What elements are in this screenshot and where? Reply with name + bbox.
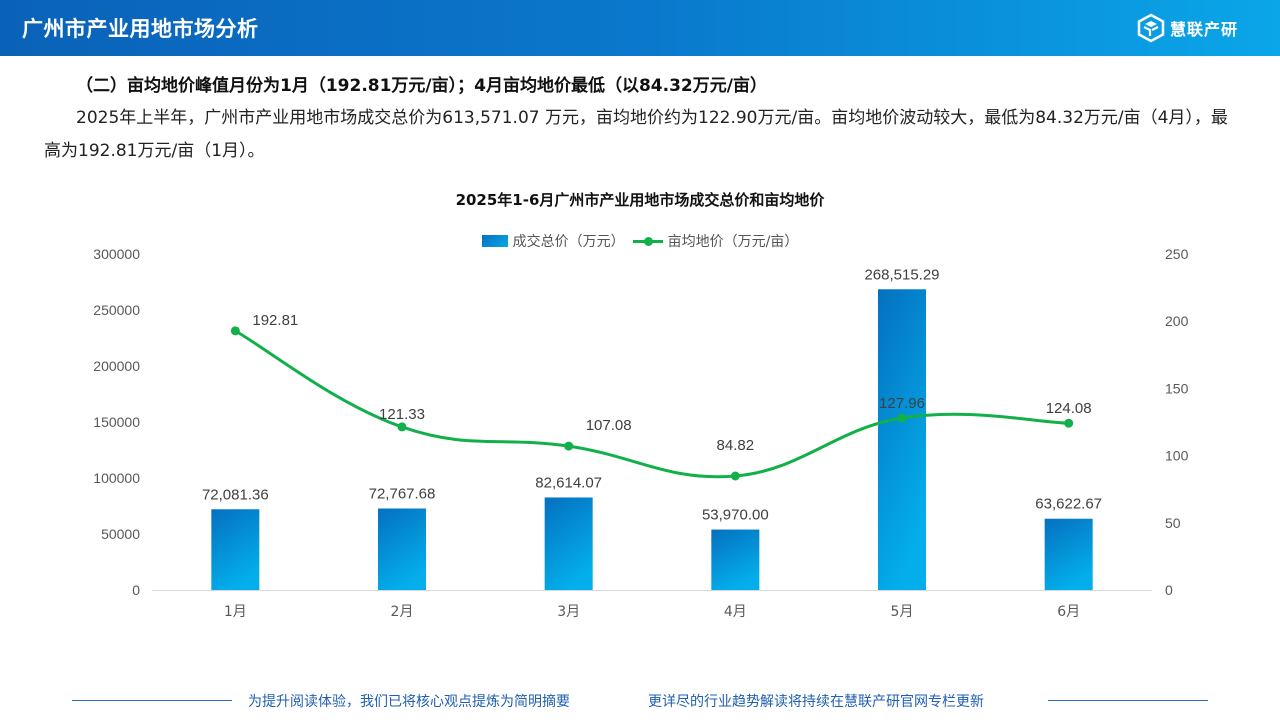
line-point-unit-price [397, 422, 407, 432]
y-right-tick-label: 50 [1165, 515, 1181, 531]
legend-item-total-price[interactable]: 成交总价（万元） [481, 231, 625, 251]
x-tick-label: 3月 [557, 604, 580, 620]
y-left-tick-label: 150000 [93, 414, 140, 430]
page-title: 广州市产业用地市场分析 [22, 17, 259, 41]
bar-total-price [544, 497, 593, 590]
bar-data-label: 63,622.67 [1035, 496, 1102, 513]
line-point-unit-price [730, 471, 740, 481]
line-point-unit-price [1064, 418, 1074, 428]
bar-data-label: 82,614.07 [535, 474, 602, 491]
section-heading: （二）亩均地价峰值月份为1月（192.81万元/亩）；4月亩均地价最低（以84.… [76, 76, 767, 96]
chart-legend: 成交总价（万元） 亩均地价（万元/亩） [0, 231, 1280, 251]
bar-data-label: 268,515.29 [864, 266, 939, 283]
line-point-unit-price [564, 441, 574, 451]
y-right-tick-label: 100 [1165, 448, 1189, 464]
legend-label-total-price: 成交总价（万元） [512, 234, 625, 250]
line-point-unit-price [897, 413, 907, 423]
y-left-tick-label: 100000 [93, 470, 140, 486]
legend-item-unit-price[interactable]: 亩均地价（万元/亩） [632, 231, 799, 251]
bar-total-price [378, 508, 426, 590]
line-data-label: 124.08 [1046, 400, 1092, 417]
line-data-label: 84.82 [717, 437, 755, 454]
x-tick-label: 2月 [391, 604, 414, 620]
legend-label-unit-price: 亩均地价（万元/亩） [667, 234, 799, 250]
logo-text: 慧联产研 [1170, 20, 1239, 39]
chart-title: 2025年1-6月广州市产业用地市场成交总价和亩均地价 [455, 191, 825, 209]
y-right-tick-label: 150 [1165, 380, 1189, 396]
y-left-tick-label: 300000 [93, 246, 140, 262]
y-right-tick-label: 250 [1165, 246, 1189, 262]
header-bar: 广州市产业用地市场分析 慧联产研 [0, 0, 1280, 56]
footer-left-text: 为提升阅读体验，我们已将核心观点提炼为简明摘要 [248, 694, 570, 710]
bar-swatch-icon [481, 235, 508, 247]
x-tick-label: 6月 [1057, 604, 1080, 620]
line-data-label: 192.81 [252, 312, 298, 329]
summary-paragraph: 2025年上半年，广州市产业用地市场成交总价为613,571.07 万元，亩均地… [44, 108, 1228, 161]
bar-data-label: 53,970.00 [702, 507, 769, 524]
line-data-label: 107.08 [586, 417, 632, 434]
x-tick-label: 4月 [724, 604, 747, 620]
line-point-unit-price [230, 326, 240, 336]
footer-divider-right [1048, 700, 1208, 701]
brand-logo: 慧联产研 [1136, 13, 1238, 43]
line-unit-price [234, 329, 1069, 479]
y-left-tick-label: 250000 [93, 302, 140, 318]
bar-data-label: 72,767.68 [369, 486, 436, 503]
y-left-tick-label: 50000 [101, 526, 140, 542]
bar-total-price [211, 509, 260, 590]
x-tick-label: 5月 [891, 604, 914, 620]
line-swatch-icon [632, 235, 663, 247]
cube-logo-icon [1137, 13, 1165, 43]
bar-data-label: 72,081.36 [202, 486, 269, 503]
y-left-tick-label: 0 [132, 582, 140, 598]
bar-total-price [878, 289, 926, 590]
bar-total-price [1044, 518, 1093, 590]
y-right-tick-label: 200 [1165, 313, 1189, 329]
line-data-label: 127.96 [879, 395, 925, 412]
footer-divider-left [72, 700, 232, 701]
line-data-label: 121.33 [379, 406, 425, 423]
x-tick-label: 1月 [224, 604, 247, 620]
footer-right-text: 更详尽的行业趋势解读将持续在慧联产研官网专栏更新 [648, 694, 984, 710]
bar-total-price [711, 529, 760, 590]
y-left-tick-label: 200000 [93, 358, 140, 374]
y-right-tick-label: 0 [1165, 582, 1173, 598]
